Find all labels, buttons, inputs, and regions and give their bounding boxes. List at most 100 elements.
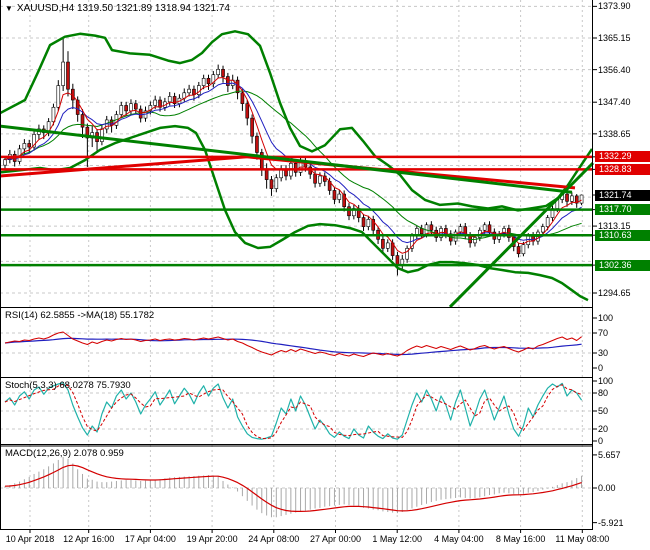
price-badge: 1317.70 [595, 204, 650, 216]
bear-candle [109, 119, 114, 126]
bear-candle [381, 238, 385, 249]
time-axis-label: 27 Apr 00:00 [309, 534, 362, 544]
price-badge: 1310.63 [595, 229, 650, 241]
bollinger-upper-band [0, 30, 594, 212]
green-descending-trendline [0, 124, 573, 194]
bull-candle [458, 226, 463, 233]
macd-axis-label: -5.921 [598, 517, 624, 528]
stoch-axis-label: 50 [598, 406, 609, 416]
green-ascending-trendline [448, 161, 595, 308]
bear-candle [293, 163, 298, 173]
price-axis-label: 1356.40 [598, 64, 631, 75]
bear-candle [85, 126, 90, 139]
rsi-line [4, 331, 582, 357]
dropdown-triangle-icon[interactable]: ▼ [5, 4, 13, 13]
bull-candle [366, 219, 371, 227]
bear-candle [245, 103, 250, 119]
price-badge: 1302.36 [595, 259, 650, 271]
bull-candle [274, 177, 279, 189]
bear-candle [134, 103, 138, 110]
stoch-axis-label: 100 [598, 376, 614, 386]
price-axis-label: 1347.40 [598, 97, 631, 108]
time-axis-label: 19 Apr 20:00 [186, 534, 238, 544]
time-axis-label: 1 May 12:00 [372, 534, 422, 544]
bear-candle [371, 219, 376, 231]
bull-candle [545, 217, 550, 227]
bear-candle [342, 193, 346, 208]
bear-candle [75, 99, 80, 115]
bull-candle [453, 231, 458, 242]
stoch-axis-label: 0 [598, 436, 604, 446]
price-axis-label: 1294.65 [598, 287, 631, 298]
bear-candle [226, 76, 230, 86]
time-axis-label: 8 May 16:00 [495, 534, 546, 544]
bear-candle [240, 92, 245, 104]
bear-candle [332, 190, 337, 200]
rsi-ma-line [4, 337, 582, 356]
stoch-indicator-label: Stoch(5,3,3) 68.0278 75.7930 [5, 380, 131, 391]
bull-candle [51, 106, 56, 123]
time-axis-label: 4 May 04:00 [434, 534, 484, 544]
price-badge: 1332.29 [595, 151, 650, 163]
bull-candle [61, 61, 65, 86]
bear-candle [516, 246, 521, 255]
rsi-indicator-label: RSI(14) 62.5855 ->MA(18) 55.1782 [5, 310, 155, 321]
bear-candle [487, 224, 492, 233]
bull-candle [32, 134, 36, 148]
bear-candle [419, 228, 424, 235]
bear-candle [172, 96, 177, 104]
time-axis-label: 12 Apr 16:00 [63, 534, 115, 544]
bull-candle [400, 258, 405, 265]
bull-candle [540, 226, 545, 233]
high-value: 1321.89 [115, 3, 153, 14]
rsi-axis-label: 100 [598, 313, 614, 323]
bull-candle [148, 105, 153, 112]
bull-candle [56, 85, 61, 108]
bear-candle [347, 206, 351, 217]
price-badge: 1321.74 [595, 189, 650, 201]
time-axis-label: 10 Apr 2018 [5, 534, 55, 544]
price-axis-label: 1313.15 [598, 221, 631, 232]
macd-indicator-label: MACD(12,26,9) 2.078 0.959 [5, 448, 124, 459]
bull-candle [167, 96, 172, 103]
bull-candle [337, 193, 342, 200]
bear-candle [221, 68, 225, 77]
stoch-axis-label: 80 [598, 388, 609, 398]
bull-candle [473, 237, 477, 244]
stoch-axis-label: 20 [598, 424, 609, 434]
bull-candle [216, 68, 220, 76]
rsi-axis-label: 70 [598, 328, 609, 338]
price-axis-label: 1338.65 [598, 128, 631, 139]
bull-candle [521, 244, 526, 255]
bear-candle [66, 61, 70, 90]
time-axis-label: 17 Apr 04:00 [124, 534, 176, 544]
bear-candle [269, 179, 274, 189]
red-ascending-trendline [0, 155, 248, 178]
bull-candle [201, 78, 206, 86]
bull-candle [22, 143, 27, 150]
price-axis-label: 1365.15 [598, 33, 631, 43]
bull-candle [197, 85, 201, 95]
bull-candle [211, 74, 216, 85]
macd-signal-line [4, 464, 582, 512]
bear-candle [250, 117, 254, 137]
symbol-ohlc-title: ▼ XAUUSD,H4 1319.50 1321.89 1318.94 1321.… [5, 3, 230, 14]
bear-candle [313, 173, 317, 184]
bear-candle [80, 114, 85, 128]
bear-candle [138, 108, 143, 119]
bear-candle [574, 195, 579, 204]
bull-candle [3, 159, 7, 166]
time-axis-label: 11 May 08:00 [555, 534, 610, 544]
bull-candle [153, 99, 157, 106]
time-axis-label: 24 Apr 08:00 [248, 534, 300, 544]
price-badge: 1328.83 [595, 163, 650, 175]
stoch-d-line [4, 383, 582, 440]
bull-candle [119, 105, 124, 115]
bear-candle [124, 105, 128, 112]
bear-candle [429, 224, 434, 231]
bear-candle [565, 193, 569, 202]
low-value: 1318.94 [154, 3, 191, 14]
